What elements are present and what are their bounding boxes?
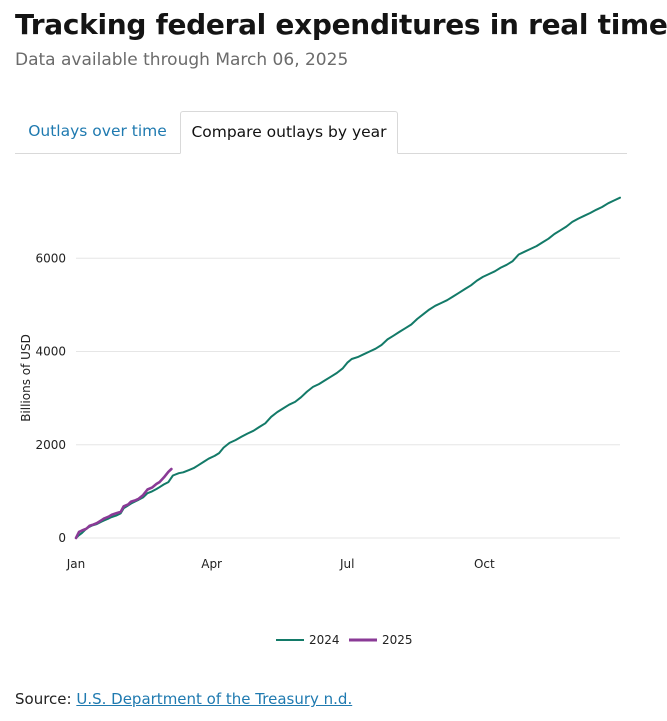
legend-label-2024: 2024 (309, 633, 340, 647)
data-availability-subtitle: Data available through March 06, 2025 (15, 50, 349, 70)
x-tick-label: Oct (474, 557, 495, 571)
series-lines (74, 196, 621, 540)
series-line-2025 (74, 467, 173, 540)
series-line-2024 (75, 196, 621, 539)
outlays-line-chart: 0 2000 4000 6000 Jan Apr Jul Oct Billions of U… (19, 196, 621, 647)
y-tick-label: 6000 (35, 251, 66, 265)
x-tick-label: Jan (66, 557, 86, 571)
tab-compare-outlays-by-year[interactable]: Compare outlays by year (180, 111, 398, 154)
y-axis-ticks: 0 2000 4000 6000 (35, 251, 66, 545)
chart-legend: 2024 2025 (276, 633, 413, 647)
page-title: Tracking federal expenditures in real ti… (15, 8, 667, 41)
x-tick-label: Apr (201, 557, 222, 571)
tab-outlays-over-time[interactable]: Outlays over time (28, 122, 167, 140)
grid-lines (76, 257, 620, 539)
y-tick-label: 2000 (35, 438, 66, 452)
chart-tabs: Outlays over time Compare outlays by yea… (15, 111, 627, 154)
x-tick-label: Jul (339, 557, 354, 571)
x-axis-ticks: Jan Apr Jul Oct (66, 557, 495, 571)
source-note: Source: U.S. Department of the Treasury … (15, 690, 352, 708)
source-link[interactable]: U.S. Department of the Treasury n.d. (76, 690, 353, 708)
y-tick-label: 0 (58, 531, 66, 545)
legend-label-2025: 2025 (382, 633, 413, 647)
y-axis-label: Billions of USD (19, 334, 33, 422)
source-prefix: Source: (15, 690, 77, 708)
y-tick-label: 4000 (35, 345, 66, 359)
